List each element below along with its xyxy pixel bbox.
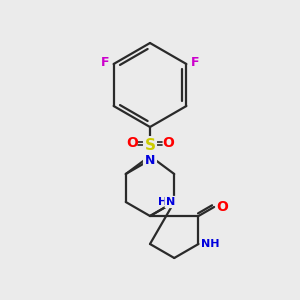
Text: N: N <box>166 197 175 207</box>
Text: O: O <box>126 136 138 150</box>
Text: F: F <box>191 56 200 70</box>
Text: H: H <box>158 197 167 207</box>
Text: NH: NH <box>201 239 220 249</box>
Text: F: F <box>100 56 109 70</box>
Text: O: O <box>162 136 174 150</box>
Text: N: N <box>145 154 155 166</box>
Text: O: O <box>216 200 228 214</box>
Text: S: S <box>145 137 155 152</box>
